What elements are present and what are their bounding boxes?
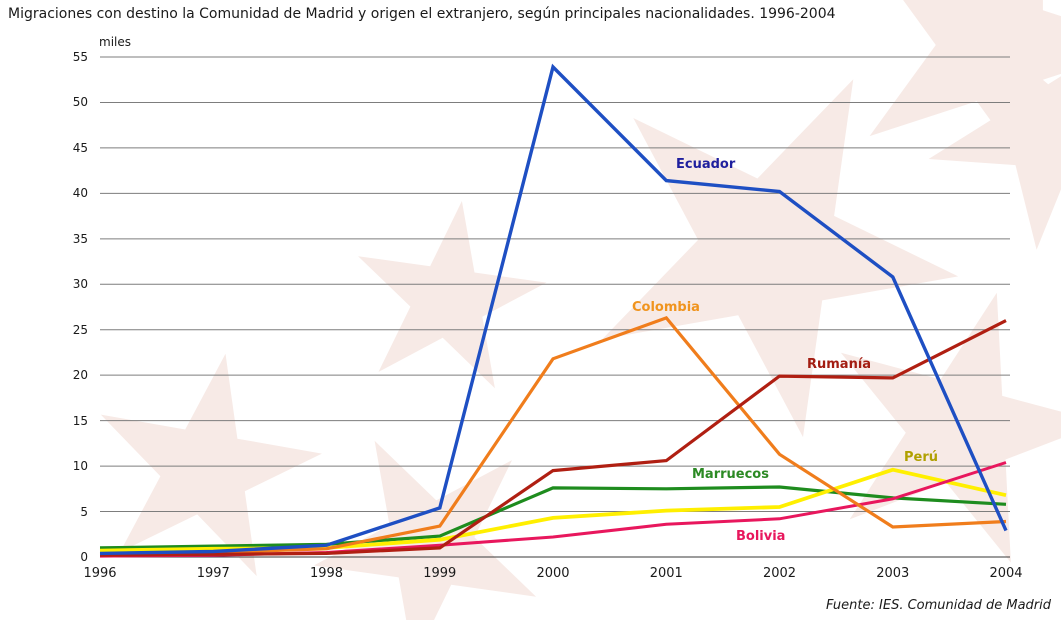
- star-watermark: [100, 0, 1061, 620]
- gridlines: [100, 56, 1010, 558]
- y-tick-30: 30: [72, 277, 88, 292]
- line-colombia: [99, 316, 1007, 556]
- line-ecuador: [99, 63, 1008, 556]
- x-tick-2001: 2001: [649, 566, 683, 581]
- y-tick-45: 45: [72, 140, 88, 155]
- x-tick-2002: 2002: [762, 566, 797, 581]
- x-tick-2000: 2000: [536, 566, 570, 581]
- y-tick-55: 55: [72, 50, 88, 64]
- y-axis-unit-label: miles: [99, 35, 131, 49]
- line-rumanía: [99, 319, 1007, 557]
- y-tick-0: 0: [80, 550, 88, 564]
- x-tick-1999: 1999: [423, 566, 457, 581]
- y-tick-40: 40: [72, 186, 88, 201]
- series-label-colombia: Colombia: [632, 300, 700, 315]
- x-tick-2004: 2004: [989, 566, 1023, 581]
- y-tick-10: 10: [72, 459, 88, 474]
- series-label-ecuador: Ecuador: [676, 157, 736, 172]
- series-label-marruecos: Marruecos: [692, 467, 769, 482]
- source-note: Fuente: IES. Comunidad de Madrid: [825, 598, 1051, 613]
- chart-title: Migraciones con destino la Comunidad de …: [8, 6, 836, 22]
- series-label-peru: Perú: [904, 450, 939, 465]
- y-tick-15: 15: [72, 413, 88, 428]
- series-label-rumania: Rumanía: [807, 357, 872, 372]
- series-label-bolivia: Bolivia: [736, 529, 786, 544]
- y-tick-35: 35: [72, 231, 88, 246]
- x-tick-1996: 1996: [83, 566, 117, 581]
- y-tick-50: 50: [72, 95, 88, 110]
- y-tick-25: 25: [72, 322, 88, 337]
- line-marruecos: [99, 485, 1007, 550]
- data-lines: [99, 63, 1008, 558]
- y-tick-20: 20: [72, 368, 88, 383]
- x-tick-2003: 2003: [876, 566, 910, 581]
- y-tick-5: 5: [80, 504, 88, 519]
- x-tick-1998: 1998: [309, 566, 344, 581]
- x-tick-1997: 1997: [196, 566, 230, 581]
